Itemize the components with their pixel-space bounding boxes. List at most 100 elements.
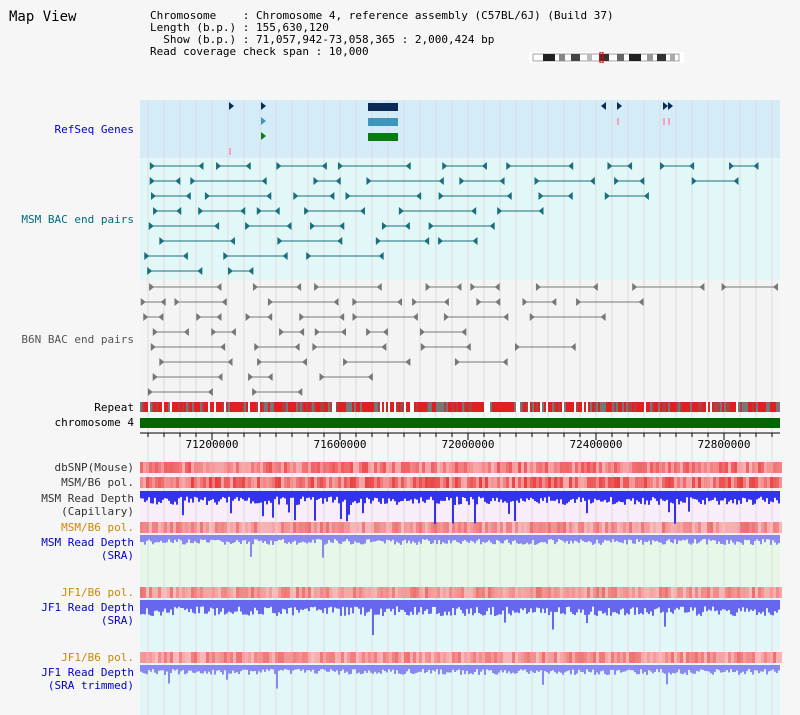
heat-cell <box>395 522 398 533</box>
depth-bar <box>180 665 182 672</box>
depth-bar <box>264 535 266 542</box>
heat-cell-bg <box>266 477 269 488</box>
depth-bar <box>494 491 496 501</box>
heat-cell-bg <box>467 522 470 533</box>
depth-bar <box>370 600 372 609</box>
depth-bar <box>722 491 724 501</box>
depth-bar <box>314 665 316 674</box>
heat-cell <box>665 477 668 488</box>
heat-cell <box>491 522 494 533</box>
depth-bar <box>460 491 462 505</box>
heat-cell-bg <box>386 587 389 598</box>
depth-bar <box>610 491 612 497</box>
heat-cell <box>626 462 629 473</box>
depth-bar <box>296 600 298 610</box>
depth-bar <box>272 600 274 613</box>
heat-cell <box>506 522 509 533</box>
heat-cell <box>320 477 323 488</box>
heat-cell <box>512 522 515 533</box>
heat-cell-bg <box>197 522 200 533</box>
heat-cell <box>656 652 659 663</box>
heat-cell <box>644 652 647 663</box>
repeat-segment <box>216 402 218 412</box>
heat-cell-bg <box>371 462 374 473</box>
depth-bar <box>406 600 408 615</box>
heat-cell-bg <box>566 522 569 533</box>
heat-cell-bg <box>251 522 254 533</box>
heat-cell-bg <box>245 462 248 473</box>
heat-cell <box>692 652 695 663</box>
track-label-b6n-bac: B6N BAC end pairs <box>21 333 134 346</box>
heat-cell <box>446 522 449 533</box>
repeat-segment <box>514 402 516 412</box>
depth-bar <box>444 665 446 675</box>
repeat-segment <box>552 402 554 412</box>
heat-cell-bg <box>524 587 527 598</box>
bac-end-marker <box>175 177 181 185</box>
depth-bar <box>256 600 258 611</box>
depth-bar <box>196 491 198 498</box>
heat-cell <box>719 587 722 598</box>
depth-bar <box>324 491 326 499</box>
heat-cell <box>491 587 494 598</box>
heat-cell <box>377 652 380 663</box>
heat-cell <box>578 522 581 533</box>
depth-bar <box>630 491 632 501</box>
depth-bar <box>632 600 634 608</box>
heat-cell-bg <box>221 522 224 533</box>
depth-bar <box>536 665 538 671</box>
chromosome-ideogram[interactable] <box>529 52 684 63</box>
heat-cell-bg <box>401 522 404 533</box>
heat-cell <box>470 477 473 488</box>
depth-bar <box>214 665 216 675</box>
repeat-segment <box>166 402 168 412</box>
heat-cell <box>548 477 551 488</box>
repeat-segment <box>644 402 646 412</box>
depth-bar <box>218 665 220 671</box>
heat-cell <box>251 462 254 473</box>
bac-end-marker <box>227 267 233 275</box>
depth-bar <box>766 665 768 675</box>
heat-cell-bg <box>365 652 368 663</box>
depth-bar <box>236 665 238 673</box>
depth-bar <box>686 491 688 498</box>
depth-bar <box>328 535 330 541</box>
depth-bar <box>262 491 264 517</box>
heat-cell-bg <box>323 522 326 533</box>
depth-bar <box>522 600 524 611</box>
depth-bar <box>554 665 556 673</box>
heat-cell-bg <box>527 587 530 598</box>
track-label-refseq: RefSeq Genes <box>54 123 134 136</box>
depth-bar <box>366 600 368 613</box>
heat-cell <box>281 652 284 663</box>
bac-end-marker <box>143 313 149 321</box>
depth-bar <box>400 665 402 675</box>
heat-cell <box>275 522 278 533</box>
depth-bar <box>362 491 364 514</box>
heat-cell-bg <box>269 652 272 663</box>
heat-cell-bg <box>695 522 698 533</box>
depth-bar <box>290 600 292 608</box>
depth-bar <box>548 600 550 616</box>
heat-cell-bg <box>650 587 653 598</box>
depth-bar <box>390 491 392 502</box>
depth-bar <box>442 535 444 543</box>
heat-cell <box>332 652 335 663</box>
depth-bar <box>458 600 460 608</box>
depth-bar <box>478 665 480 675</box>
depth-bar <box>688 600 690 613</box>
heat-cell <box>770 462 773 473</box>
heat-cell <box>218 477 221 488</box>
depth-bar <box>392 491 394 500</box>
heat-cell <box>713 652 716 663</box>
repeat-segment <box>404 402 406 412</box>
depth-bar <box>454 665 456 672</box>
heat-cell <box>620 477 623 488</box>
depth-bar <box>146 600 148 609</box>
depth-bar <box>214 600 216 616</box>
heat-cell <box>539 522 542 533</box>
heat-cell-bg <box>635 587 638 598</box>
heat-cell <box>647 652 650 663</box>
depth-bar <box>224 535 226 545</box>
